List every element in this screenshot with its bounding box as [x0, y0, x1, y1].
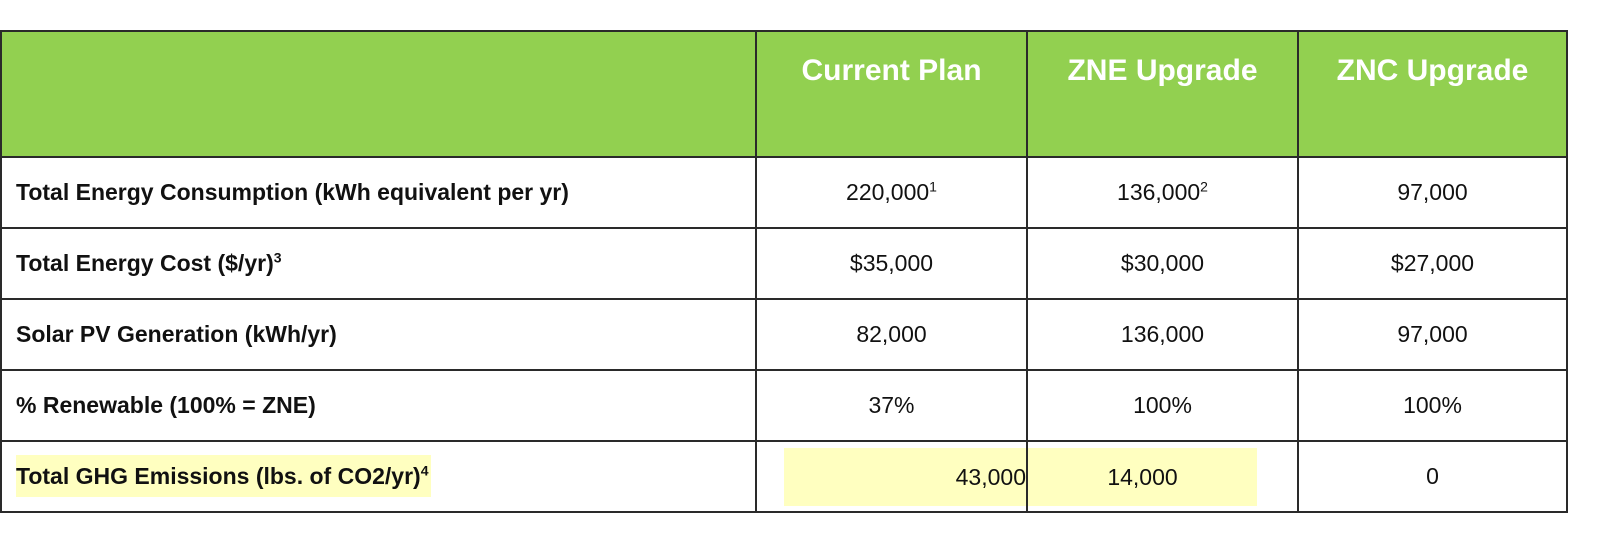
table-row: Total Energy Consumption (kWh equivalent…: [0, 156, 1568, 229]
cell-zne-upgrade: $30,000: [1026, 227, 1299, 300]
cell-zne-upgrade: 14,000: [1026, 440, 1299, 513]
table-row-highlighted: Total GHG Emissions (lbs. of CO2/yr)4 43…: [0, 440, 1568, 513]
cell-zne-upgrade: 136,000: [1026, 298, 1299, 371]
footnote-marker: 4: [420, 462, 429, 479]
document-page: Current Plan ZNE Upgrade ZNC Upgrade Tot…: [0, 30, 1568, 513]
cell-current-plan: 220,0001: [755, 156, 1028, 229]
footnote-marker: 1: [929, 178, 937, 195]
text-highlight: 43,000: [784, 447, 1026, 506]
text-highlight: Total GHG Emissions (lbs. of CO2/yr)4: [16, 455, 431, 497]
header-cell-zne-upgrade: ZNE Upgrade: [1026, 30, 1299, 158]
cell-znc-upgrade: $27,000: [1297, 227, 1568, 300]
table-row: % Renewable (100% = ZNE) 37% 100% 100%: [0, 369, 1568, 442]
row-label-total-energy-consumption: Total Energy Consumption (kWh equivalent…: [0, 156, 757, 229]
cell-zne-upgrade: 100%: [1026, 369, 1299, 442]
row-label-total-ghg-emissions: Total GHG Emissions (lbs. of CO2/yr)4: [0, 440, 757, 513]
cell-current-plan: $35,000: [755, 227, 1028, 300]
table-row: Solar PV Generation (kWh/yr) 82,000 136,…: [0, 298, 1568, 371]
row-label-percent-renewable: % Renewable (100% = ZNE): [0, 369, 757, 442]
text-highlight: 14,000: [1028, 447, 1257, 506]
cell-znc-upgrade: 0: [1297, 440, 1568, 513]
header-label: Current Plan: [801, 54, 982, 87]
header-cell-current-plan: Current Plan: [755, 30, 1028, 158]
cell-znc-upgrade: 97,000: [1297, 298, 1568, 371]
cell-current-plan: 37%: [755, 369, 1028, 442]
header-cell-blank: [0, 30, 757, 158]
header-cell-znc-upgrade: ZNC Upgrade: [1297, 30, 1568, 158]
cell-current-plan: 43,000: [755, 440, 1028, 513]
cell-znc-upgrade: 97,000: [1297, 156, 1568, 229]
table-row: Total Energy Cost ($/yr)3 $35,000 $30,00…: [0, 227, 1568, 300]
table-header-row: Current Plan ZNE Upgrade ZNC Upgrade: [0, 30, 1568, 158]
footnote-marker: 3: [273, 249, 282, 266]
row-label-total-energy-cost: Total Energy Cost ($/yr)3: [0, 227, 757, 300]
header-label: ZNC Upgrade: [1336, 54, 1529, 87]
comparison-table: Current Plan ZNE Upgrade ZNC Upgrade Tot…: [0, 30, 1568, 513]
header-label: ZNE Upgrade: [1067, 54, 1258, 87]
cell-current-plan: 82,000: [755, 298, 1028, 371]
footnote-marker: 2: [1200, 178, 1208, 195]
cell-znc-upgrade: 100%: [1297, 369, 1568, 442]
cell-zne-upgrade: 136,0002: [1026, 156, 1299, 229]
row-label-solar-pv-generation: Solar PV Generation (kWh/yr): [0, 298, 757, 371]
